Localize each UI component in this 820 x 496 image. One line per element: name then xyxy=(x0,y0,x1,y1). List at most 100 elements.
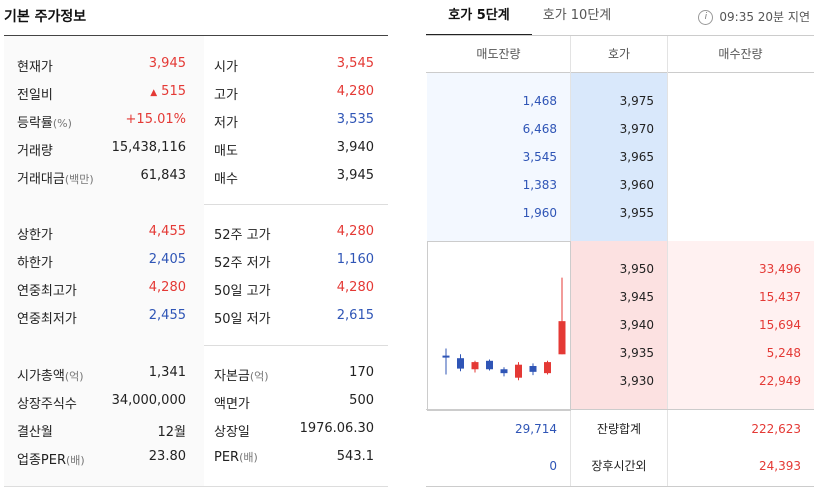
bid-price-cell: 3,950 xyxy=(619,262,654,276)
field-label-text: 52주 고가 xyxy=(214,228,271,243)
field-value: 3,940 xyxy=(336,140,374,155)
field-label: 시가총액(억) xyxy=(17,365,84,384)
info-icon[interactable]: i xyxy=(698,10,714,25)
field-label: 시가 xyxy=(214,56,238,75)
bid-volume-header: 매수잔량 xyxy=(718,47,763,61)
mini-candle-chart xyxy=(427,241,571,411)
field-value-text: 15,438,116 xyxy=(111,140,186,155)
bid-volume-area xyxy=(667,241,814,409)
field-label-text: 전일비 xyxy=(17,88,53,103)
ask-price-cell: 3,975 xyxy=(619,94,654,108)
field-label: 50일 저가 xyxy=(214,308,271,327)
bid-price-cell: 3,930 xyxy=(619,374,654,388)
ask-volume-cell: 3,545 xyxy=(522,150,557,164)
info-group: 상한가 4,455 52주 고가 4,280 하한가 2,405 52주 저가 1,160 연중… xyxy=(4,204,388,346)
field-label: 연중최고가 xyxy=(17,280,77,299)
field-label-text: 50일 저가 xyxy=(214,312,271,327)
field-label: 상한가 xyxy=(17,224,53,243)
price-header: 호가 xyxy=(607,47,631,61)
info-row: 상장주식수 34,000,000 액면가 500 xyxy=(4,387,388,415)
ask-price-cell: 3,960 xyxy=(619,178,654,192)
field-label-text: 하한가 xyxy=(17,256,53,271)
field-label: 업종PER(배) xyxy=(17,449,85,468)
info-row: 거래대금(백만) 61,843 매수 3,945 xyxy=(4,162,388,190)
field-label-text: 52주 저가 xyxy=(214,256,271,271)
field-value-text: 3,945 xyxy=(148,56,186,71)
field-value: +15.01% xyxy=(126,112,186,127)
field-value-text: +15.01% xyxy=(125,112,186,127)
field-label-text: 현재가 xyxy=(17,60,53,75)
field-value: 3,545 xyxy=(336,56,374,71)
field-value: ▲ 515 xyxy=(150,84,186,99)
field-label: 상장일 xyxy=(214,421,250,440)
info-row: 상한가 4,455 52주 고가 4,280 xyxy=(4,218,388,246)
section-title: 기본 주가정보 xyxy=(4,9,87,25)
total-bid-volume: 222,623 xyxy=(751,422,801,436)
field-label-text: 고가 xyxy=(214,88,238,103)
afterhours-ask-volume: 0 xyxy=(549,459,557,473)
delay-text: 09:35 20분 지연 xyxy=(719,10,810,24)
field-label-text: 저가 xyxy=(214,116,238,131)
bid-volume-cell: 5,248 xyxy=(766,346,801,360)
field-value: 2,615 xyxy=(336,308,374,323)
field-value-text: 4,455 xyxy=(148,224,186,239)
field-unit: (배) xyxy=(239,451,258,464)
field-label-text: 액면가 xyxy=(214,397,250,412)
field-label: 매수 xyxy=(214,168,238,187)
ask-volume-cell: 1,383 xyxy=(522,178,557,192)
field-value: 34,000,000 xyxy=(112,393,186,408)
field-label: 연중최저가 xyxy=(17,308,77,327)
field-value: 4,280 xyxy=(336,84,374,99)
field-value: 61,843 xyxy=(141,168,187,183)
field-label-text: 연중최저가 xyxy=(17,312,77,327)
bid-price-cell: 3,940 xyxy=(619,318,654,332)
field-label-text: 시가총액 xyxy=(17,369,65,384)
field-value: 4,455 xyxy=(149,224,186,239)
field-label: 하한가 xyxy=(17,252,53,271)
field-unit: (백만) xyxy=(64,173,94,186)
field-value: 543.1 xyxy=(336,449,374,464)
field-label-text: 매수 xyxy=(214,172,238,187)
info-row: 거래량 15,438,116 매도 3,940 xyxy=(4,134,388,162)
bid-volume-cell: 15,694 xyxy=(759,318,801,332)
total-ask-volume: 29,714 xyxy=(515,422,557,436)
field-unit: (배) xyxy=(66,454,85,467)
afterhours-label: 장후시간외 xyxy=(591,459,647,473)
candle-body xyxy=(442,355,450,358)
field-label-text: 거래대금 xyxy=(17,172,65,187)
field-value: 15,438,116 xyxy=(112,140,186,155)
field-label: 거래량 xyxy=(17,140,53,159)
field-label: 50일 고가 xyxy=(214,280,271,299)
info-row: 결산월 12월 상장일 1976.06.30 xyxy=(4,415,388,443)
field-label: 거래대금(백만) xyxy=(17,168,94,187)
field-label: 결산월 xyxy=(17,421,53,440)
divider xyxy=(426,72,814,73)
info-row: 연중최저가 2,455 50일 저가 2,615 xyxy=(4,302,388,330)
field-value: 3,945 xyxy=(149,56,186,71)
bid-price-cell: 3,945 xyxy=(619,290,654,304)
field-value-text: 4,280 xyxy=(148,280,186,295)
afterhours-bid-volume: 24,393 xyxy=(759,459,801,473)
candle-body xyxy=(500,369,508,374)
info-row: 연중최고가 4,280 50일 고가 4,280 xyxy=(4,274,388,302)
info-row: 전일비 ▲ 515 고가 4,280 xyxy=(4,78,388,106)
orderbook-tabs: 호가 5단계 호가 10단계 i 09:35 20분 지연 xyxy=(426,0,814,36)
ask-volume-cell: 1,468 xyxy=(522,94,557,108)
divider xyxy=(667,36,668,487)
field-value: 3,945 xyxy=(336,168,374,183)
candle-body xyxy=(515,364,522,378)
field-label: 매도 xyxy=(214,140,238,159)
divider xyxy=(426,35,814,36)
field-label: 전일비 xyxy=(17,84,53,103)
field-label: 등락률(%) xyxy=(17,112,72,131)
field-label-text: 거래량 xyxy=(17,144,53,159)
field-value: 1976.06.30 xyxy=(299,421,374,436)
field-unit: (억) xyxy=(64,370,84,383)
ask-volume-area xyxy=(427,73,570,241)
tab-10-levels[interactable]: 호가 10단계 xyxy=(542,8,612,23)
field-value: 4,280 xyxy=(336,280,374,295)
field-label-text: 연중최고가 xyxy=(17,284,77,299)
tab-5-levels[interactable]: 호가 5단계 xyxy=(426,0,532,36)
info-row: 하한가 2,405 52주 저가 1,160 xyxy=(4,246,388,274)
field-value-text: 2,455 xyxy=(148,308,186,323)
